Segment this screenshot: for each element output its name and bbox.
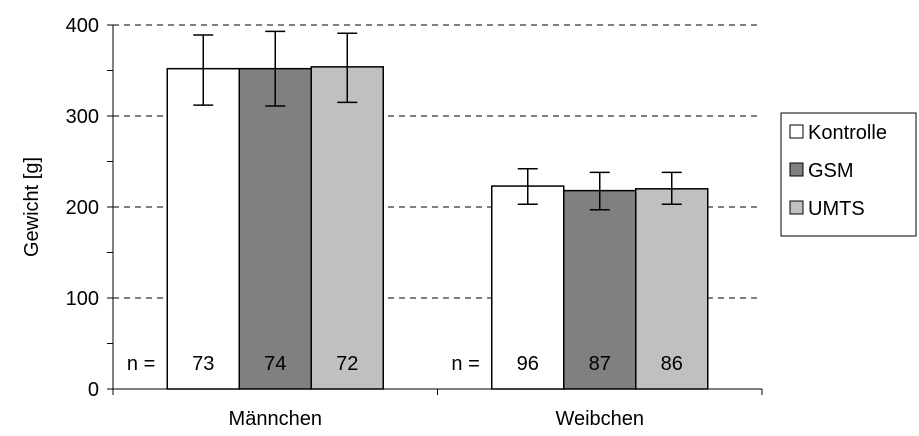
legend-swatch-gsm [789,162,804,177]
legend: Kontrolle GSM UMTS [780,112,917,237]
n-prefix-label: n = [127,353,155,375]
legend-label-umts: UMTS [808,198,865,220]
legend-label-kontrolle: Kontrolle [808,122,887,144]
legend-swatch-kontrolle [789,124,804,139]
bar-kontrolle [491,185,565,390]
axes: 0 100 200 300 400 Männchen Weibchen [66,15,763,430]
n-value-label: 86 [661,353,683,375]
y-tick-label: 400 [66,15,99,37]
n-prefix-label: n = [451,353,479,375]
error-bars [193,30,682,211]
n-labels: n = 73 74 72 n = 96 87 86 [127,353,683,375]
legend-label-gsm: GSM [808,160,854,182]
y-axis-title: Gewicht [g] [21,157,43,257]
n-value-label: 73 [192,353,214,375]
n-value-label: 72 [336,353,358,375]
x-category-label: Weibchen [555,408,644,430]
legend-swatch-umts [789,200,804,215]
n-value-label: 87 [589,353,611,375]
y-tick-label: 200 [66,197,99,219]
y-tick-label: 0 [88,379,99,401]
y-tick-label: 300 [66,106,99,128]
x-category-label: Männchen [229,408,322,430]
n-value-label: 74 [264,353,286,375]
y-tick-label: 100 [66,288,99,310]
bar-kontrolle [166,67,240,390]
n-value-label: 96 [517,353,539,375]
bar-umts [310,66,384,390]
bar-gsm [238,67,312,390]
bar-umts [635,188,709,390]
bars [166,66,709,390]
